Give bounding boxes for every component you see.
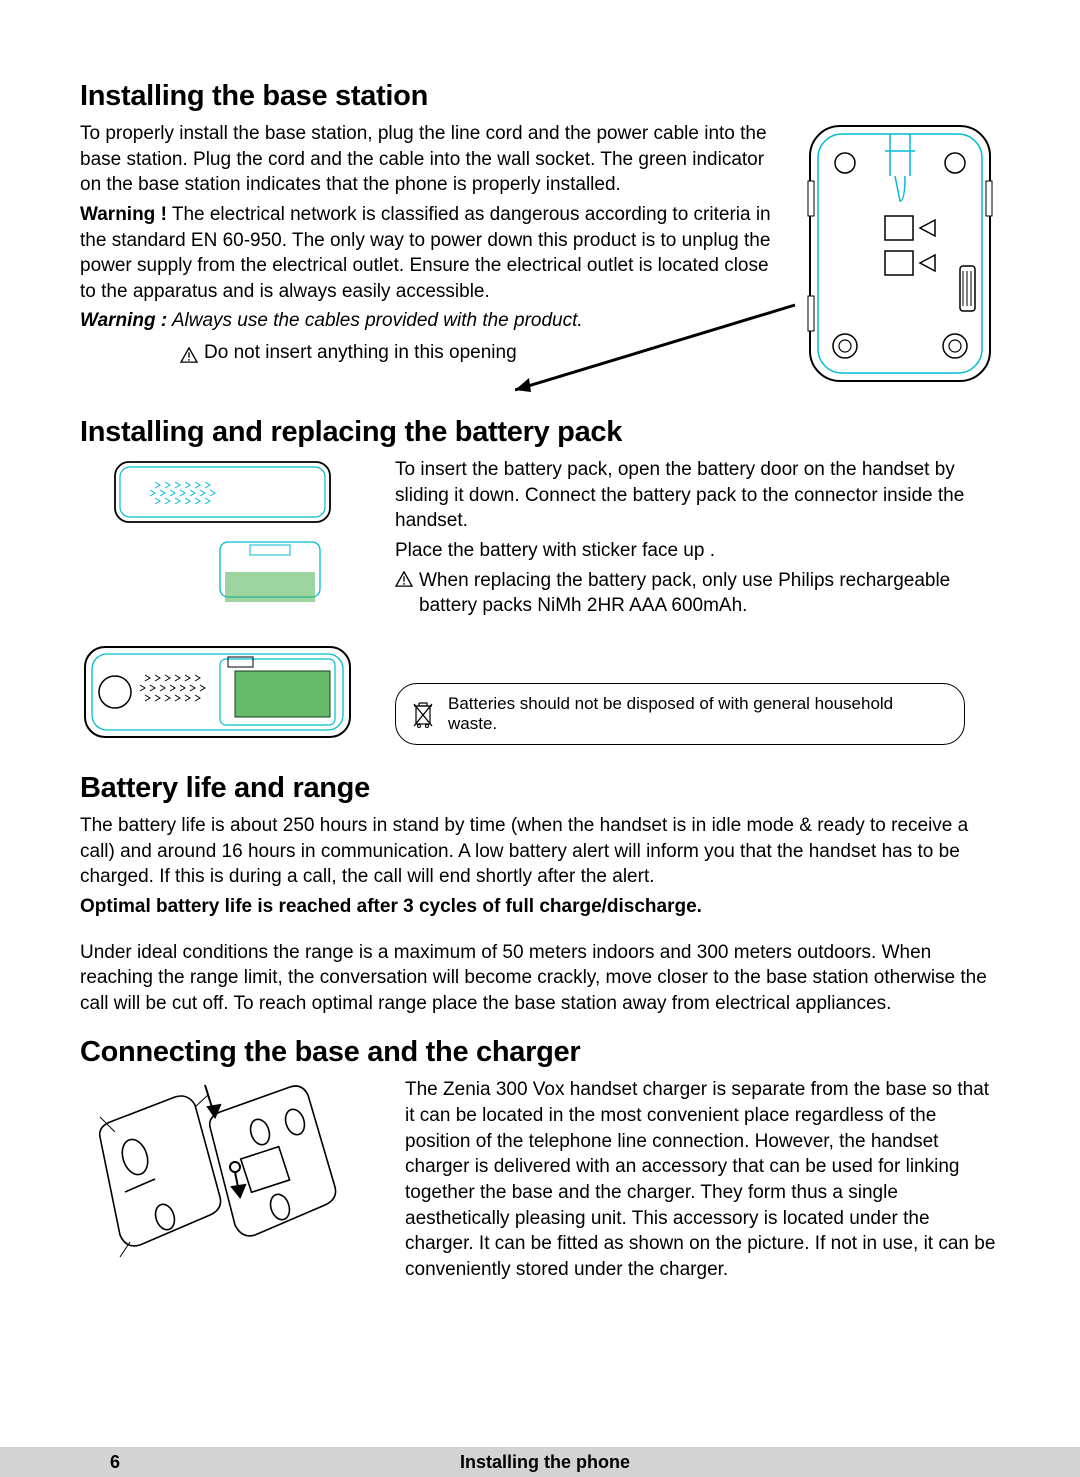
section3-title: Battery life and range — [80, 772, 1000, 805]
warning-text: The electrical network is classified as … — [80, 204, 771, 302]
section4-diagram-column — [80, 1077, 360, 1292]
section-battery-life: Battery life and range The battery life … — [80, 772, 1000, 1016]
disposal-note-text: Batteries should not be disposed of with… — [448, 694, 944, 734]
warning-triangle-icon — [395, 571, 413, 587]
section1-diagram-column — [800, 121, 1000, 396]
no-dispose-bin-icon — [412, 700, 434, 728]
section-installing-base: Installing the base station To properly … — [80, 80, 1000, 396]
section2-title: Installing and replacing the battery pac… — [80, 416, 1000, 449]
section1-columns: To properly install the base station, pl… — [80, 121, 1000, 396]
opening-note-text: Do not insert anything in this opening — [204, 340, 517, 366]
footer-title: Installing the phone — [460, 1452, 630, 1473]
section2-para2: Place the battery with sticker face up . — [395, 538, 1000, 564]
warning2-text: Always use the cables provided with the … — [167, 310, 582, 331]
section4-text-column: The Zenia 300 Vox handset charger is sep… — [380, 1077, 1000, 1292]
section1-para1: To properly install the base station, pl… — [80, 121, 780, 198]
section-battery-pack: Installing and replacing the battery pac… — [80, 416, 1000, 752]
section4-para1: The Zenia 300 Vox handset charger is sep… — [405, 1077, 1000, 1282]
section3-para2: Under ideal conditions the range is a ma… — [80, 940, 1000, 1017]
page-number: 6 — [110, 1452, 120, 1473]
section2-columns: To insert the battery pack, open the bat… — [80, 457, 1000, 752]
warning2-label: Warning : — [80, 310, 167, 331]
charger-base-diagram — [80, 1077, 340, 1287]
page-footer: 6 Installing the phone — [0, 1447, 1080, 1477]
section2-diagram-column — [80, 457, 355, 752]
document-page: Installing the base station To properly … — [0, 0, 1080, 1292]
section2-warning-line: When replacing the battery pack, only us… — [395, 568, 1000, 623]
section-connecting-charger: Connecting the base and the charger — [80, 1036, 1000, 1292]
section2-warn-text: When replacing the battery pack, only us… — [419, 568, 1000, 619]
handset-open-diagram — [80, 457, 340, 612]
section1-text-column: To properly install the base station, pl… — [80, 121, 780, 396]
handset-battery-in-diagram — [80, 637, 355, 747]
section1-warning2: Warning : Always use the cables provided… — [80, 308, 780, 334]
section2-para1: To insert the battery pack, open the bat… — [395, 457, 1000, 534]
warning-triangle-icon — [180, 347, 198, 363]
section3-para1: The battery life is about 250 hours in s… — [80, 813, 1000, 890]
section3-bold-note: Optimal battery life is reached after 3 … — [80, 894, 1000, 920]
section1-title: Installing the base station — [80, 80, 1000, 113]
section1-warning1: Warning ! The electrical network is clas… — [80, 202, 780, 305]
section4-title: Connecting the base and the charger — [80, 1036, 1000, 1069]
opening-warning-line: Do not insert anything in this opening — [180, 340, 780, 370]
section2-text-column: To insert the battery pack, open the bat… — [375, 457, 1000, 752]
warning-label: Warning ! — [80, 204, 167, 225]
disposal-callout-box: Batteries should not be disposed of with… — [395, 683, 965, 745]
base-station-diagram — [800, 121, 1000, 391]
section4-columns: The Zenia 300 Vox handset charger is sep… — [80, 1077, 1000, 1292]
